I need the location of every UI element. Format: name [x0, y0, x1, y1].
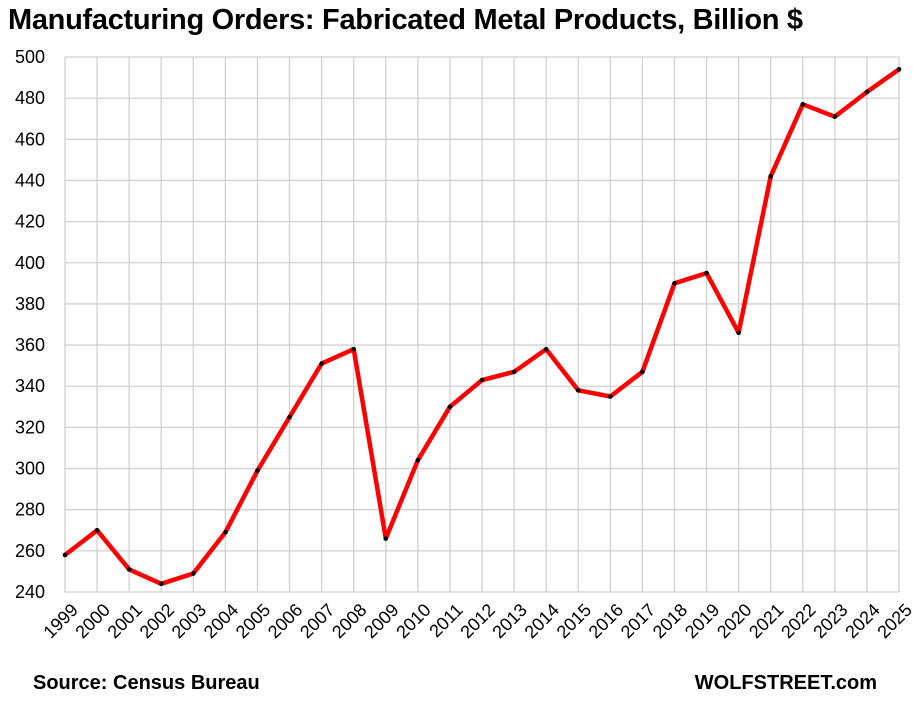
x-axis-ticks: 1999200020012002200320042005200620072008… — [39, 600, 913, 642]
y-tick-label: 280 — [15, 500, 45, 520]
y-axis-ticks: 240 260 280 300 320 340 360 380 400 420 440 460 480 5… — [15, 47, 45, 602]
source-note: Source: Census Bureau — [33, 672, 260, 694]
x-tick-label: 2002 — [136, 600, 178, 642]
x-tick-label: 2010 — [392, 600, 434, 642]
y-tick-label: 400 — [15, 253, 45, 273]
data-point — [255, 468, 260, 473]
x-tick-label: 2001 — [104, 600, 146, 642]
x-tick-label: 2017 — [617, 600, 659, 642]
x-tick-label: 2009 — [360, 600, 402, 642]
data-point — [223, 530, 228, 535]
x-tick-label: 2016 — [585, 600, 627, 642]
data-point — [158, 581, 164, 587]
data-point — [575, 388, 581, 393]
x-tick-label: 2011 — [425, 600, 467, 642]
x-tick-label: 1999 — [39, 600, 81, 642]
x-tick-label: 2007 — [296, 600, 338, 642]
x-tick-label: 2019 — [681, 600, 723, 642]
data-point — [704, 270, 709, 276]
x-tick-label: 2025 — [873, 600, 913, 642]
data-point — [511, 369, 517, 375]
y-tick-label: 260 — [15, 541, 45, 561]
x-tick-label: 2022 — [777, 600, 819, 642]
x-tick-label: 2024 — [841, 600, 883, 642]
data-point — [479, 377, 485, 383]
data-point — [768, 174, 773, 179]
data-point — [62, 552, 68, 558]
chart-title: Manufacturing Orders: Fabricated Metal P… — [8, 4, 803, 36]
x-tick-label: 2021 — [745, 600, 787, 642]
y-tick-label: 460 — [15, 129, 45, 149]
x-tick-label: 2020 — [713, 600, 755, 642]
y-tick-label: 320 — [15, 417, 45, 437]
data-point — [94, 527, 100, 533]
y-tick-label: 440 — [15, 170, 45, 190]
data-point — [736, 330, 741, 336]
x-tick-label: 2014 — [521, 600, 563, 642]
data-point — [640, 369, 645, 375]
x-tick-label: 2013 — [488, 600, 530, 642]
data-point — [126, 567, 132, 572]
x-tick-label: 2005 — [232, 600, 274, 642]
data-point — [543, 346, 549, 352]
data-point — [672, 281, 677, 286]
x-tick-label: 2008 — [328, 600, 370, 642]
x-tick-label: 2018 — [649, 600, 691, 642]
gridlines — [64, 56, 900, 593]
data-point — [287, 414, 292, 420]
y-tick-label: 300 — [15, 459, 45, 479]
y-tick-label: 420 — [15, 212, 45, 232]
data-point — [351, 346, 356, 352]
x-tick-label: 2015 — [553, 600, 595, 642]
x-tick-label: 2012 — [456, 600, 498, 642]
x-tick-label: 2006 — [264, 600, 306, 642]
x-tick-label: 2023 — [809, 600, 851, 642]
data-point — [608, 394, 613, 399]
series-group — [62, 67, 902, 587]
data-point — [383, 536, 389, 541]
y-tick-label: 340 — [15, 376, 45, 396]
y-tick-label: 360 — [15, 335, 45, 355]
y-tick-label: 480 — [15, 88, 45, 108]
data-point — [800, 102, 806, 107]
data-point — [447, 404, 453, 410]
brand-label: WOLFSTREET.com — [694, 672, 877, 694]
data-point — [864, 89, 870, 95]
data-point — [191, 571, 196, 576]
x-tick-label: 2003 — [168, 600, 210, 642]
data-point — [896, 67, 902, 72]
y-tick-label: 240 — [15, 582, 45, 602]
data-point — [319, 361, 324, 366]
x-tick-label: 2000 — [71, 600, 113, 642]
data-point — [415, 458, 421, 463]
x-tick-label: 2004 — [200, 600, 242, 642]
data-point — [832, 114, 838, 119]
y-tick-label: 380 — [15, 294, 45, 314]
y-tick-label: 500 — [15, 47, 45, 67]
